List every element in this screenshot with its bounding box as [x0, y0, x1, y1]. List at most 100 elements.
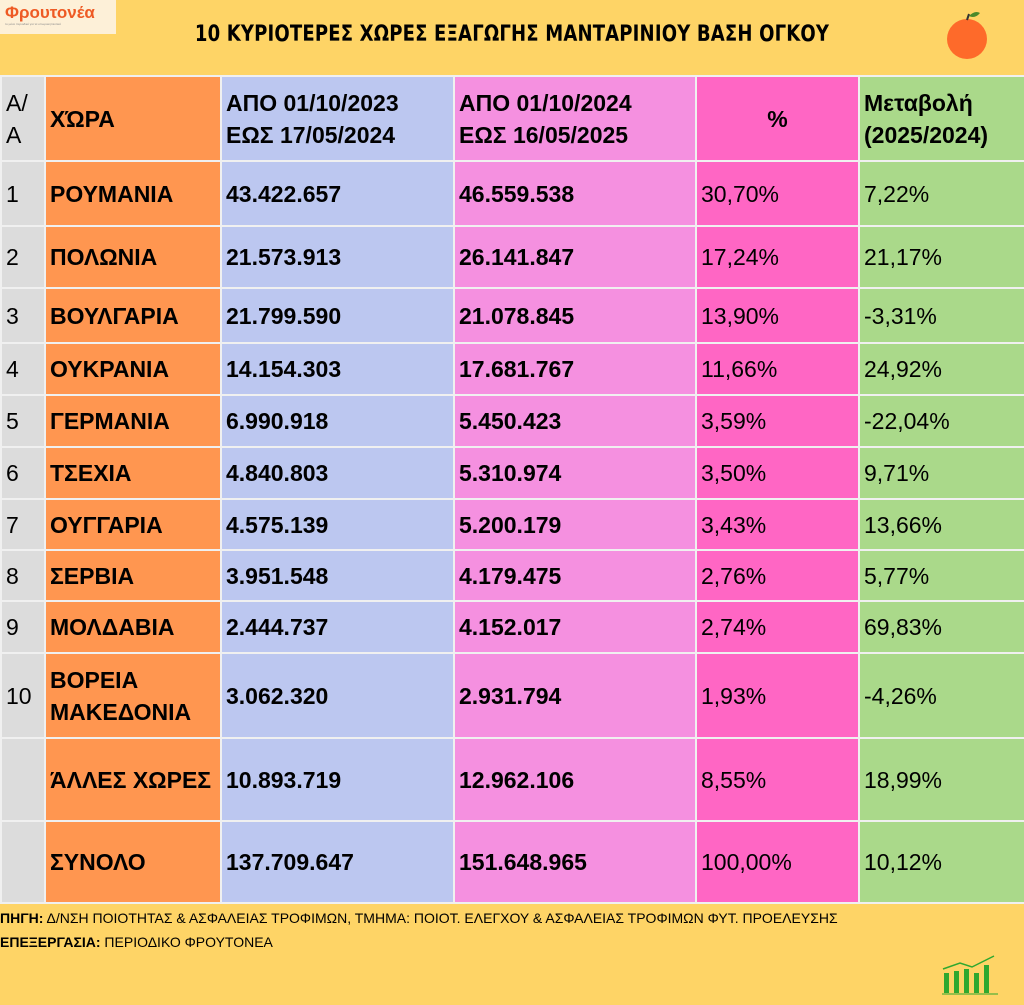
header-period-1: ΑΠΟ 01/10/2023 ΕΩΣ 17/05/2024 [220, 75, 455, 162]
table-row: 6 ΤΣΕΧΙΑ 4.840.803 5.310.974 3,50% 9,71% [0, 446, 1024, 500]
cell-share: 3,43% [695, 498, 860, 551]
cell-rank: 4 [0, 342, 46, 396]
cell-rank: 5 [0, 394, 46, 448]
cell-rank [0, 820, 46, 904]
source-footer: ΠΗΓΗ: Δ/ΝΣΗ ΠΟΙΟΤΗΤΑΣ & ΑΣΦΑΛΕΙΑΣ ΤΡΟΦΙΜ… [0, 906, 940, 954]
cell-period-2: 4.179.475 [453, 549, 697, 602]
header-rank: Α/Α [0, 75, 46, 162]
page-title: 10 ΚΥΡΙΟΤΕΡΕΣ ΧΩΡΕΣ ΕΞΑΓΩΓΗΣ ΜΑΝΤΑΡΙΝΙΟΥ… [194, 22, 830, 47]
header-country: ΧΏΡΑ [44, 75, 222, 162]
cell-rank: 1 [0, 160, 46, 227]
cell-period-2: 46.559.538 [453, 160, 697, 227]
table-row: 9 ΜΟΛΔΑΒΙΑ 2.444.737 4.152.017 2,74% 69,83% [0, 600, 1024, 654]
table-row: 4 ΟΥΚΡΑΝΙΑ 14.154.303 17.681.767 11,66% 24,92… [0, 342, 1024, 396]
processing-line: ΕΠΕΞΕΡΓΑΣΙΑ: ΠΕΡΙΟΔΙΚΟ ΦΡΟΥΤΟΝΕΑ [0, 934, 273, 950]
header-period-2: ΑΠΟ 01/10/2024 ΕΩΣ 16/05/2025 [453, 75, 697, 162]
brand-logo: Φρουτονέα το μόνο περιοδικό για τα οπωρο… [0, 0, 116, 34]
cell-change: 13,66% [858, 498, 1024, 551]
cell-country: ΒΟΥΛΓΑΡΙΑ [44, 287, 222, 344]
cell-country: ΒΟΡΕΙΑ ΜΑΚΕΔΟΝΙΑ [44, 652, 222, 739]
cell-rank: 7 [0, 498, 46, 551]
cell-period-1: 2.444.737 [220, 600, 455, 654]
cell-share: 3,50% [695, 446, 860, 500]
cell-change: 5,77% [858, 549, 1024, 602]
cell-country: ΣΕΡΒΙΑ [44, 549, 222, 602]
cell-period-1: 3.951.548 [220, 549, 455, 602]
cell-period-1: 21.573.913 [220, 225, 455, 289]
cell-country: ΜΟΛΔΑΒΙΑ [44, 600, 222, 654]
cell-country: ΟΥΓΓΑΡΙΑ [44, 498, 222, 551]
cell-period-2: 26.141.847 [453, 225, 697, 289]
table-row: 2 ΠΟΛΩΝΙΑ 21.573.913 26.141.847 17,24% 21,17% [0, 225, 1024, 289]
cell-period-2: 5.200.179 [453, 498, 697, 551]
growth-chart-icon [942, 955, 998, 995]
table-row: 7 ΟΥΓΓΑΡΙΑ 4.575.139 5.200.179 3,43% 13,66% [0, 498, 1024, 551]
cell-country: ΟΥΚΡΑΝΙΑ [44, 342, 222, 396]
header-change: Μεταβολή (2025/2024) [858, 75, 1024, 162]
cell-period-1: 6.990.918 [220, 394, 455, 448]
table-row: 3 ΒΟΥΛΓΑΡΙΑ 21.799.590 21.078.845 13,90% -3,3… [0, 287, 1024, 344]
cell-change: -3,31% [858, 287, 1024, 344]
cell-period-1: 10.893.719 [220, 737, 455, 822]
header-share: % [695, 75, 860, 162]
cell-country: ΆΛΛΕΣ ΧΩΡΕΣ [44, 737, 222, 822]
table-row: 1 ΡΟΥΜΑΝΙΑ 43.422.657 46.559.538 30,70% 7,22% [0, 160, 1024, 227]
cell-rank [0, 737, 46, 822]
cell-rank: 6 [0, 446, 46, 500]
source-line: ΠΗΓΗ: Δ/ΝΣΗ ΠΟΙΟΤΗΤΑΣ & ΑΣΦΑΛΕΙΑΣ ΤΡΟΦΙΜ… [0, 910, 838, 926]
cell-change: 10,12% [858, 820, 1024, 904]
cell-change: 24,92% [858, 342, 1024, 396]
cell-share: 8,55% [695, 737, 860, 822]
cell-change: 7,22% [858, 160, 1024, 227]
cell-period-1: 137.709.647 [220, 820, 455, 904]
cell-change: 9,71% [858, 446, 1024, 500]
cell-rank: 3 [0, 287, 46, 344]
cell-rank: 8 [0, 549, 46, 602]
logo-tagline: το μόνο περιοδικό για τα οπωροκηπευτικά [5, 22, 61, 26]
cell-period-1: 3.062.320 [220, 652, 455, 739]
cell-period-1: 4.575.139 [220, 498, 455, 551]
cell-rank: 10 [0, 652, 46, 739]
logo-name: Φρουτονέα [5, 3, 95, 22]
cell-period-2: 12.962.106 [453, 737, 697, 822]
cell-country: ΓΕΡΜΑΝΙΑ [44, 394, 222, 448]
table-row: ΣΥΝΟΛΟ 137.709.647 151.648.965 100,00% 10,12… [0, 820, 1024, 904]
table-row: 8 ΣΕΡΒΙΑ 3.951.548 4.179.475 2,76% 5,77% [0, 549, 1024, 602]
cell-rank: 2 [0, 225, 46, 289]
cell-share: 2,74% [695, 600, 860, 654]
cell-period-2: 17.681.767 [453, 342, 697, 396]
cell-share: 13,90% [695, 287, 860, 344]
cell-share: 17,24% [695, 225, 860, 289]
cell-change: 21,17% [858, 225, 1024, 289]
export-table: Α/Α ΧΏΡΑ ΑΠΟ 01/10/2023 ΕΩΣ 17/05/2024 ΑΠ… [0, 75, 1024, 904]
cell-period-2: 5.310.974 [453, 446, 697, 500]
table-header-row: Α/Α ΧΏΡΑ ΑΠΟ 01/10/2023 ΕΩΣ 17/05/2024 ΑΠ… [0, 75, 1024, 162]
table-row: ΆΛΛΕΣ ΧΩΡΕΣ 10.893.719 12.962.106 8,55% 18,9… [0, 737, 1024, 822]
cell-country: ΠΟΛΩΝΙΑ [44, 225, 222, 289]
cell-share: 1,93% [695, 652, 860, 739]
table-row: 10 ΒΟΡΕΙΑ ΜΑΚΕΔΟΝΙΑ 3.062.320 2.931.794 1,93… [0, 652, 1024, 739]
cell-period-2: 21.078.845 [453, 287, 697, 344]
cell-rank: 9 [0, 600, 46, 654]
cell-change: 69,83% [858, 600, 1024, 654]
cell-country: ΣΥΝΟΛΟ [44, 820, 222, 904]
cell-share: 11,66% [695, 342, 860, 396]
cell-share: 30,70% [695, 160, 860, 227]
cell-change: 18,99% [858, 737, 1024, 822]
cell-period-2: 151.648.965 [453, 820, 697, 904]
cell-change: -4,26% [858, 652, 1024, 739]
cell-period-2: 4.152.017 [453, 600, 697, 654]
cell-share: 100,00% [695, 820, 860, 904]
cell-country: ΡΟΥΜΑΝΙΑ [44, 160, 222, 227]
cell-period-1: 4.840.803 [220, 446, 455, 500]
cell-country: ΤΣΕΧΙΑ [44, 446, 222, 500]
cell-period-1: 43.422.657 [220, 160, 455, 227]
cell-period-1: 14.154.303 [220, 342, 455, 396]
cell-share: 3,59% [695, 394, 860, 448]
cell-period-2: 2.931.794 [453, 652, 697, 739]
cell-share: 2,76% [695, 549, 860, 602]
table-row: 5 ΓΕΡΜΑΝΙΑ 6.990.918 5.450.423 3,59% -22,04% [0, 394, 1024, 448]
cell-period-2: 5.450.423 [453, 394, 697, 448]
mandarin-icon [947, 12, 987, 59]
cell-change: -22,04% [858, 394, 1024, 448]
